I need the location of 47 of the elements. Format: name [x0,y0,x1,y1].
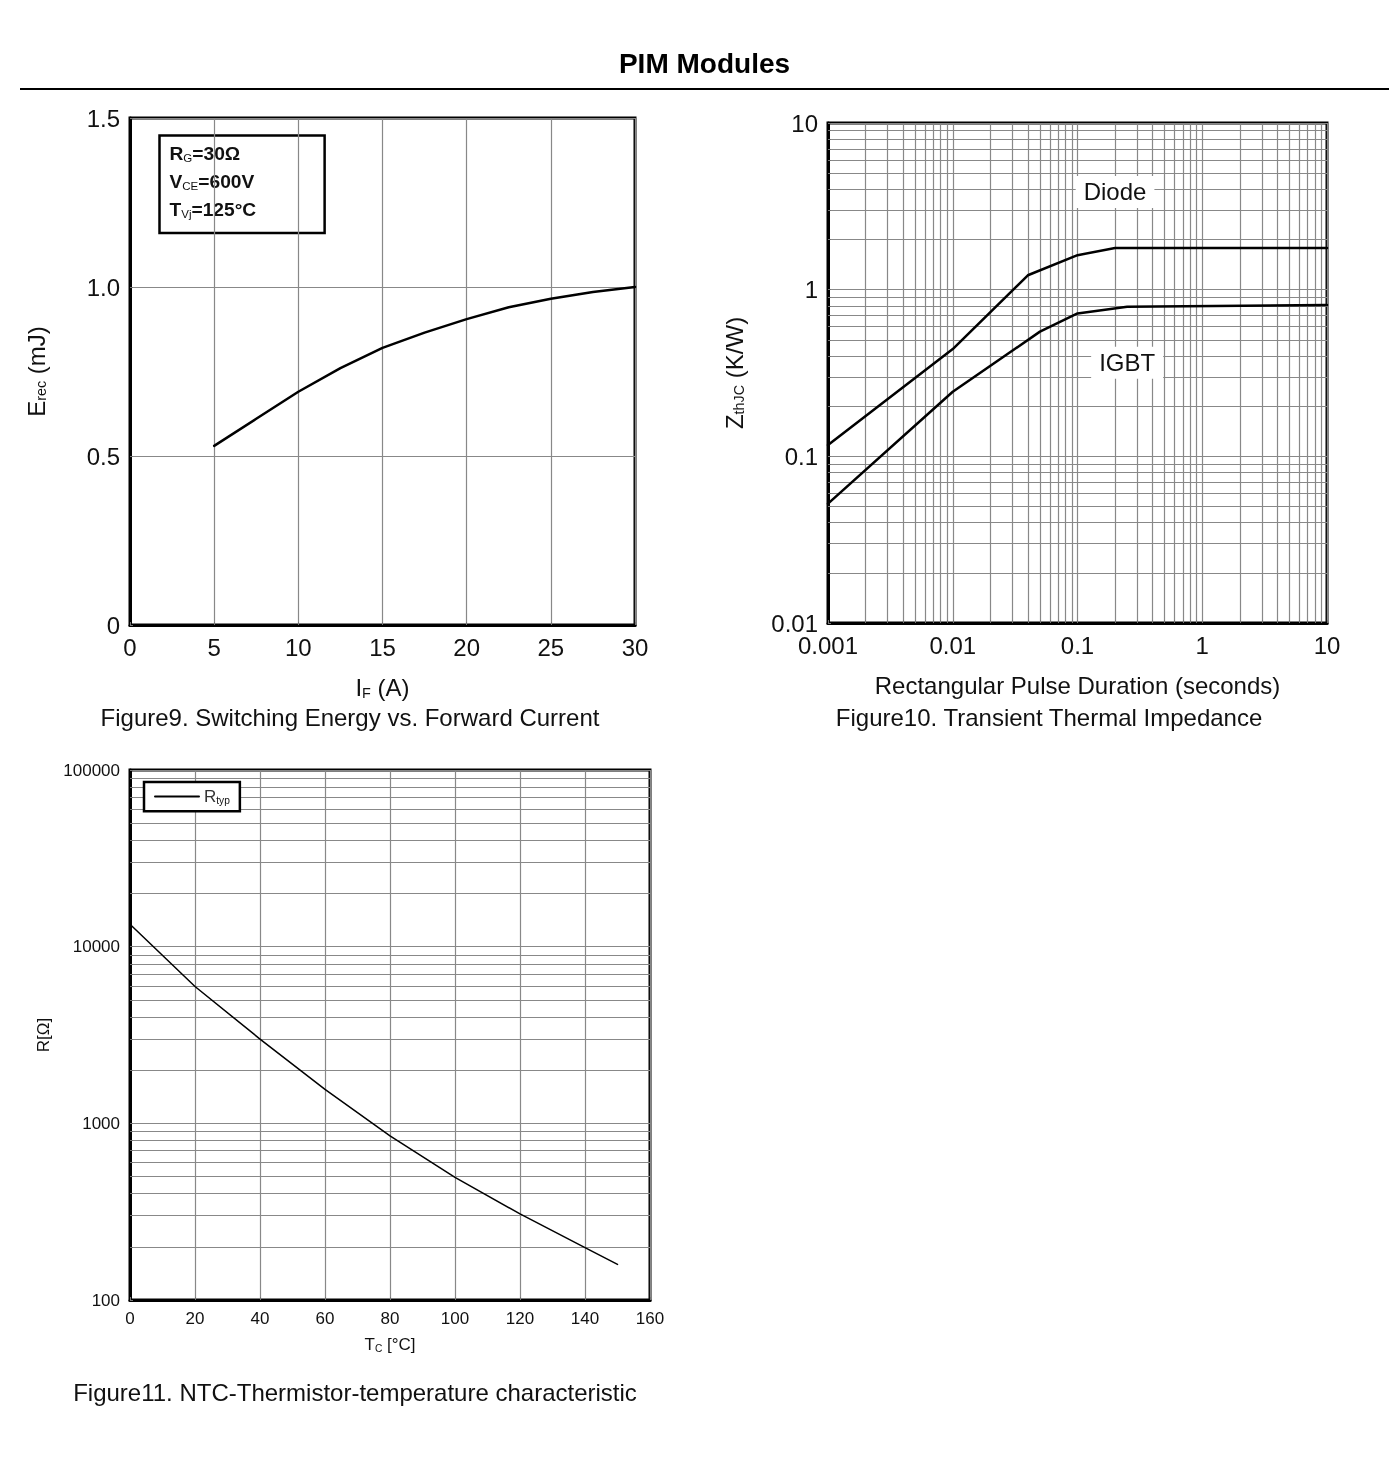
y-tick-label: 100000 [63,760,120,780]
series-label: IGBT [1099,349,1156,377]
x-tick-label: 10 [284,633,312,661]
x-tick-label: 120 [505,1309,535,1328]
caption: Figure9. Switching Energy vs. Forward Current [100,703,600,731]
y-tick-label: 1000 [82,1113,120,1133]
y-tick-label: 100 [91,1290,120,1310]
y-tick-label: 1.0 [86,273,120,301]
x-tick-label: 1 [1195,631,1209,659]
y-tick-label: 10 [791,109,818,137]
x-tick-label: 40 [250,1309,270,1328]
x-tick-label: 0 [125,1309,135,1328]
y-axis-title: ZthJC (K/W) [720,316,748,430]
annotation: RG=30Ω [169,143,241,165]
y-tick-label: 0.1 [784,442,818,470]
y-tick-label: 1.5 [86,104,120,132]
annotation: VCE=600V [169,171,255,193]
x-tick-label: 0 [123,633,137,661]
x-tick-label: 60 [315,1309,335,1328]
caption: Figure11. NTC-Thermistor-temperature characteristic [73,1378,637,1406]
y-tick-label: 0 [106,611,120,639]
x-axis-title: TC [°C] [364,1335,416,1355]
y-tick-label: 0.5 [86,442,120,470]
series-label: Diode [1083,178,1147,206]
caption: Figure10. Transient Thermal Impedance [835,703,1263,731]
y-tick-label: 1 [804,276,818,304]
y-tick-label: 10000 [72,937,120,957]
x-tick-label: 0.01 [929,631,977,659]
x-tick-label: 15 [369,633,396,661]
x-tick-label: 160 [635,1309,665,1328]
legend-label: Rtyp [204,787,231,806]
x-axis-title: Rectangular Pulse Duration (seconds) [874,671,1281,699]
y-axis-title: Erec (mJ) [22,326,50,417]
annotation: TVj=125°C [169,199,257,220]
x-tick-label: 20 [453,633,481,661]
x-tick-label: 80 [380,1309,400,1328]
x-tick-label: 5 [207,633,221,661]
x-tick-label: 30 [621,633,649,661]
x-axis-title: IF (A) [355,674,410,702]
x-tick-label: 0.1 [1060,631,1095,659]
x-tick-label: 100 [440,1309,470,1328]
x-tick-label: 20 [185,1309,205,1328]
y-axis-title: R[Ω] [34,1017,54,1053]
text: PIM Modules [20,40,1389,90]
x-tick-label: 25 [537,633,565,661]
x-tick-label: 140 [570,1309,600,1328]
x-tick-label: 10 [1313,631,1341,659]
